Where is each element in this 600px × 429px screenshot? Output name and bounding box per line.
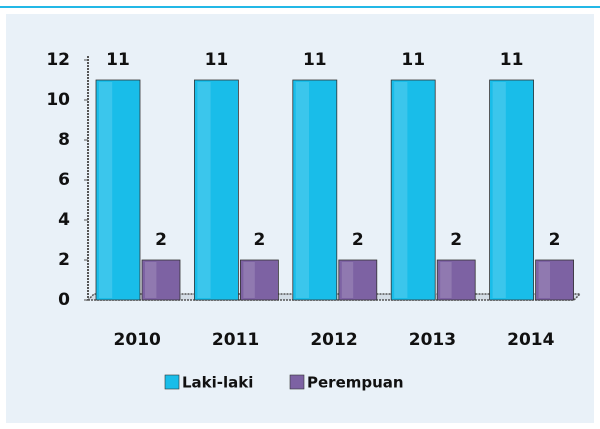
- bar-highlight: [99, 82, 113, 298]
- legend-label: Laki-laki: [182, 374, 253, 392]
- y-tick-label: 6: [58, 170, 70, 190]
- data-label: 11: [500, 50, 524, 70]
- data-label: 11: [205, 50, 229, 70]
- top-border: [0, 6, 600, 8]
- y-tick-label: 8: [58, 130, 70, 150]
- y-tick-label: 4: [58, 210, 70, 230]
- legend: Laki-laki Perempuan: [164, 374, 404, 392]
- data-label: 2: [549, 230, 561, 250]
- bar: [141, 259, 181, 301]
- bar-highlight: [243, 262, 255, 298]
- legend-swatch: [289, 374, 305, 390]
- bar: [95, 79, 141, 301]
- x-tick-label: 2010: [114, 330, 161, 350]
- bar-highlight: [145, 262, 157, 298]
- data-label: 11: [401, 50, 425, 70]
- bar-highlight: [341, 262, 354, 298]
- y-tick-label: 0: [58, 290, 70, 310]
- data-label: 11: [106, 50, 130, 70]
- legend-swatch: [164, 374, 180, 390]
- bar: [390, 79, 436, 301]
- x-tick-label: 2011: [212, 330, 259, 350]
- data-label: 11: [303, 50, 327, 70]
- y-tick-label: 2: [58, 250, 70, 270]
- y-tick-label: 10: [46, 90, 70, 110]
- data-label: 2: [253, 230, 265, 250]
- bar-highlight: [394, 82, 408, 298]
- bar-highlight: [538, 262, 550, 298]
- bar: [338, 259, 378, 301]
- bar-highlight: [295, 82, 309, 298]
- data-label: 2: [155, 230, 167, 250]
- legend-label: Perempuan: [307, 374, 404, 392]
- x-tick-label: 2013: [409, 330, 456, 350]
- data-label: 2: [352, 230, 364, 250]
- bar: [489, 79, 535, 301]
- x-tick-label: 2012: [310, 330, 357, 350]
- bar: [292, 79, 338, 301]
- data-label: 2: [450, 230, 462, 250]
- x-tick-label: 2014: [507, 330, 554, 350]
- bar: [535, 259, 574, 301]
- bar: [436, 259, 476, 301]
- bar-highlight: [197, 82, 211, 298]
- bar-highlight: [492, 82, 506, 298]
- bar-highlight: [440, 262, 452, 298]
- bar: [193, 79, 239, 301]
- bar: [239, 259, 279, 301]
- y-tick-label: 12: [46, 50, 70, 70]
